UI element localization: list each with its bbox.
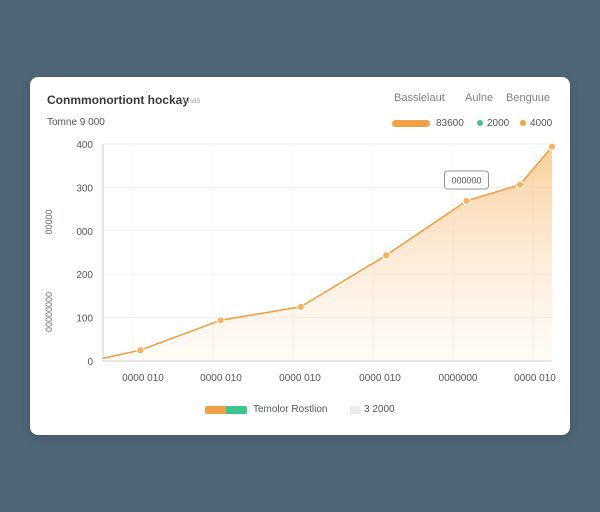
legend-swatch-1 [392,119,430,127]
legend-item-3[interactable]: 4000 [520,117,552,129]
data-point [216,316,225,325]
x-tick-label: 0000000 [439,373,478,384]
data-point [515,180,525,189]
chart-subtitle: Tomne 9 000 [47,117,105,128]
annotation-label: 000000 [451,175,481,185]
chart-title-note: nnas [183,96,201,105]
y-axis-label-lower: 00000000 [44,292,54,332]
legend-label-2: 2000 [487,117,510,129]
legend-dot-3 [520,120,526,126]
series-line [102,146,553,360]
legend-item-1[interactable]: 83600 [392,117,464,129]
x-tick-label: 0000 010 [359,373,401,384]
y-tick-label: 0 [87,357,93,368]
area-fill [103,146,552,361]
data-point [382,251,391,260]
menu-item-3[interactable]: Benguue [506,92,551,104]
bottom-legend-label-1: Temolor Rostlion [253,404,328,415]
y-tick-label: 000 [76,227,93,238]
x-tick-label: 0000 010 [279,373,321,384]
bottom-legend-item-2[interactable]: 3 2000 [350,404,395,415]
bottom-legend-swatch-1 [205,405,247,414]
legend-label-3: 4000 [530,117,553,129]
x-tick-label: 0000 010 [122,373,164,384]
y-tick-label: 100 [76,314,93,325]
x-tick-label: 0000 010 [514,373,556,384]
bottom-legend-swatch-2 [350,405,360,414]
data-point [136,346,145,355]
y-tick-label: 200 [76,270,93,281]
bottom-legend-label-2: 3 2000 [364,404,395,415]
data-point [547,142,557,151]
chart-card: Conmmonortiont hockay nnas Bassleiaut Au… [30,77,570,435]
menu-item-1[interactable]: Bassleiaut [394,92,445,104]
y-axis-label-upper: 00000 [44,209,54,234]
annotation-box [443,170,489,190]
legend-label-1: 83600 [436,117,464,129]
legend-dot-2 [477,120,483,126]
menu-item-2[interactable]: Aulne [465,92,494,104]
y-tick-label: 400 [76,140,93,151]
legend-item-2[interactable]: 2000 [477,117,509,129]
x-tick-label: 0000 010 [200,373,242,384]
chart-title: Conmmonortiont hockay [47,93,190,107]
bottom-legend-item-1[interactable]: Temolor Rostlion [205,404,327,415]
y-tick-label: 300 [76,183,93,194]
data-point [462,196,471,206]
data-point [296,302,305,311]
